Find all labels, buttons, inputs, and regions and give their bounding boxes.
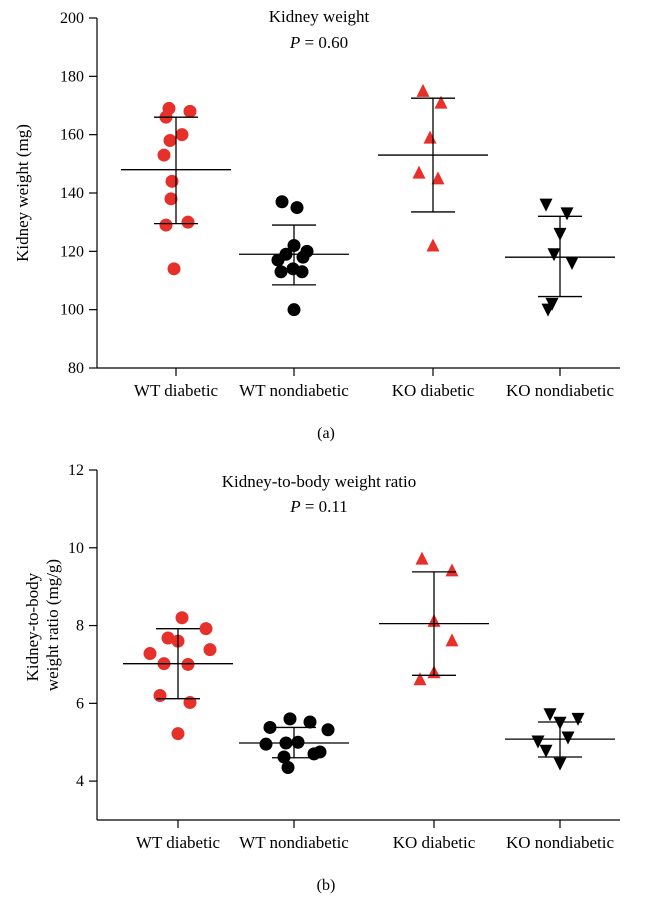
data-point (565, 257, 579, 270)
y-ticks: 4 6 8 10 12 (68, 462, 97, 790)
y-tick-label: 120 (60, 243, 84, 260)
data-point (415, 551, 429, 565)
data-point (203, 643, 217, 657)
x-tick-label: WT nondiabetic (239, 833, 349, 852)
data-point (423, 130, 437, 144)
data-point (275, 195, 289, 209)
data-point (163, 134, 177, 147)
data-point (413, 672, 427, 686)
data-point (445, 633, 459, 647)
data-point (181, 657, 195, 671)
data-point (287, 303, 301, 317)
data-point (167, 262, 181, 276)
data-point (199, 622, 213, 636)
p-symbol: P (289, 33, 300, 52)
data-point (175, 128, 189, 142)
data-point (431, 171, 445, 185)
data-point (165, 174, 179, 188)
data-point (181, 215, 195, 229)
x-ticks: WT diabetic WT nondiabetic KO diabetic KO n… (134, 368, 615, 400)
data-point (153, 689, 167, 703)
y-tick-label: 80 (68, 360, 84, 377)
data-point (283, 712, 297, 726)
data-point (277, 750, 291, 764)
data-point (296, 250, 310, 264)
chart-panel-a: 80 100 120 140 160 180 200 WT diabetic WT nondi… (13, 7, 620, 442)
data-point (259, 737, 273, 751)
data-point (159, 218, 173, 232)
data-point (539, 198, 553, 212)
x-tick-label: WT diabetic (134, 381, 219, 400)
x-tick-label: KO nondiabetic (506, 833, 615, 852)
y-tick-label: 140 (60, 185, 84, 202)
data-point (560, 207, 574, 221)
y-tick-label: 10 (68, 540, 84, 557)
data-point (561, 731, 575, 745)
data-point (295, 265, 309, 279)
data-point (263, 720, 277, 734)
y-tick-label: 180 (60, 68, 84, 85)
data-point (571, 712, 585, 726)
y-tick-label: 6 (76, 695, 84, 712)
data-point (171, 727, 185, 741)
data-point (426, 238, 440, 252)
p-value-text: = 0.11 (301, 497, 348, 516)
data-point (183, 104, 197, 118)
data-point (445, 563, 459, 577)
panel-label: (b) (317, 877, 336, 894)
p-symbol: P (289, 497, 300, 516)
data-point (416, 83, 430, 97)
x-ticks: WT diabetic WT nondiabetic KO diabetic KO n… (136, 820, 615, 852)
data-point (434, 95, 448, 109)
chart-title: Kidney-to-body weight ratio (222, 472, 417, 491)
data-point (290, 201, 304, 215)
data-point (164, 192, 178, 206)
data-point (307, 747, 321, 761)
x-tick-label: KO diabetic (392, 381, 475, 400)
y-tick-label: 100 (60, 302, 84, 319)
data-point (274, 265, 288, 279)
data-point (281, 761, 295, 774)
chart-panel-b: 4 6 8 10 12 WT diabetic WT nondiabetic KO diab… (23, 462, 620, 894)
data-point (271, 253, 285, 267)
y-tick-label: 12 (68, 462, 84, 479)
y-axis-label: Kidney weight (mg) (13, 124, 32, 262)
data-point (291, 735, 305, 749)
p-value: P = 0.60 (289, 33, 348, 52)
x-tick-label: WT diabetic (136, 833, 221, 852)
p-value-text: = 0.60 (300, 33, 348, 52)
y-axis-label: Kidney-to-body weight ratio (mg/g) (23, 559, 62, 691)
data-point (412, 165, 426, 179)
y-tick-label: 8 (76, 618, 84, 635)
data-point (157, 148, 171, 162)
data-point (541, 303, 555, 317)
x-tick-label: WT nondiabetic (239, 381, 349, 400)
data-point (175, 611, 189, 625)
data-marks (123, 551, 615, 774)
data-point (543, 708, 557, 722)
y-tick-label: 200 (60, 10, 84, 27)
y-axis-label-line1: Kidney-to-body (23, 572, 42, 681)
x-tick-label: KO nondiabetic (506, 381, 615, 400)
data-point (553, 757, 567, 771)
p-value: P = 0.11 (289, 497, 348, 516)
data-point (161, 631, 175, 645)
data-point (143, 647, 157, 661)
y-ticks: 80 100 120 140 160 180 200 (60, 10, 97, 377)
chart-title: Kidney weight (269, 7, 370, 26)
data-point (303, 715, 317, 729)
data-point (547, 248, 561, 262)
data-point (183, 696, 197, 710)
y-tick-label: 160 (60, 127, 84, 144)
data-point (321, 723, 335, 737)
y-tick-label: 4 (76, 773, 84, 790)
y-axis-label-line2: weight ratio (mg/g) (43, 559, 62, 691)
data-marks (121, 83, 615, 317)
x-tick-label: KO diabetic (393, 833, 476, 852)
panel-label: (a) (317, 425, 335, 442)
data-point (539, 744, 553, 758)
